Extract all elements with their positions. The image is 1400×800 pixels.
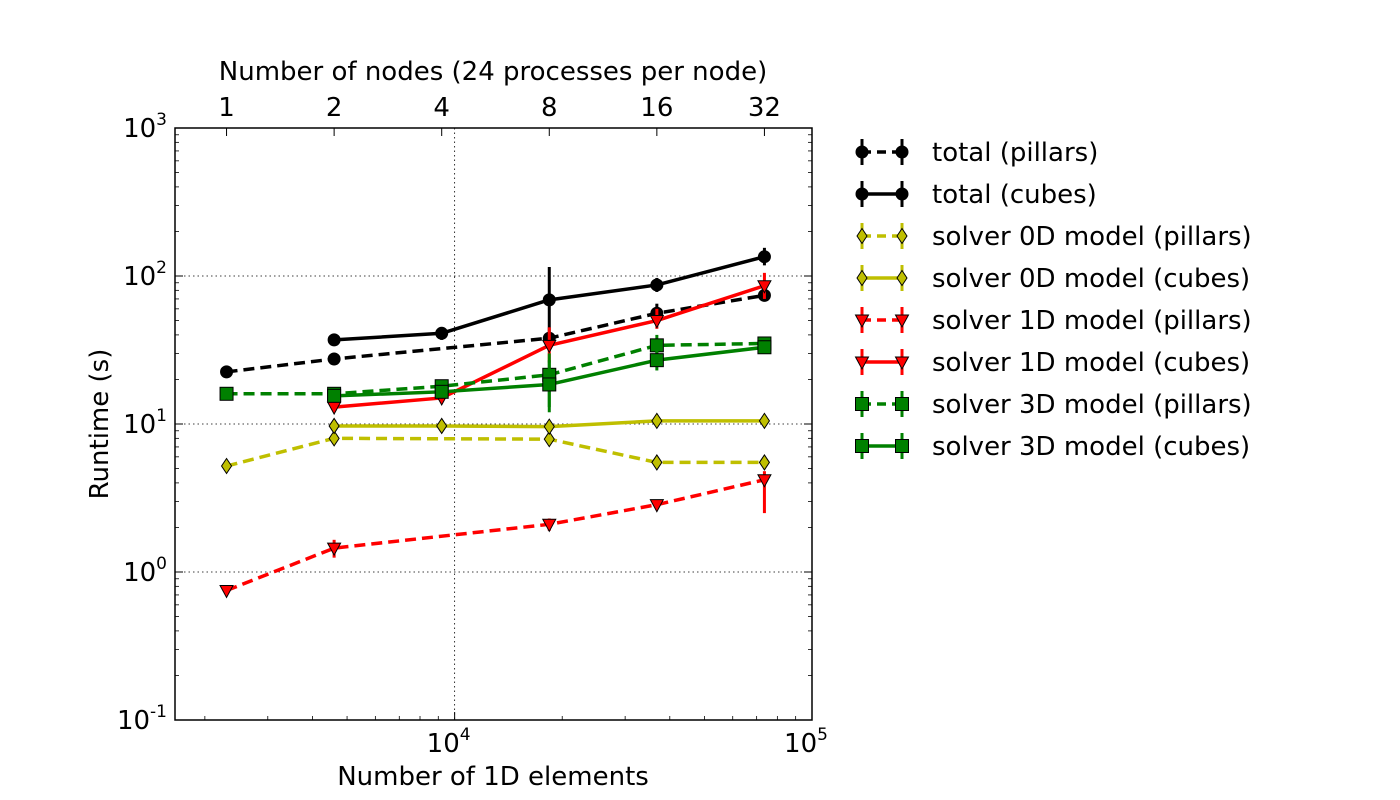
top-tick-label: 4 <box>433 93 450 123</box>
legend-marker <box>855 397 869 411</box>
legend-entry: solver 1D model (pillars) <box>854 306 1252 336</box>
data-point <box>219 584 234 599</box>
data-point <box>757 280 772 294</box>
grid-lines <box>175 128 812 720</box>
data-point <box>327 352 341 366</box>
legend: total (pillars) total (cubes) solver 0D mo… <box>854 138 1252 462</box>
series-line <box>226 293 765 374</box>
legend-marker <box>894 356 910 371</box>
top-tick-label: 1 <box>218 93 235 123</box>
y-tick-label: 103 <box>123 110 167 144</box>
legend-entry: solver 0D model (pillars) <box>856 222 1252 252</box>
legend-marker <box>855 187 869 201</box>
legend-marker <box>896 227 908 245</box>
series-solver-1d-model-pillars- <box>219 471 772 599</box>
legend-entry: solver 3D model (pillars) <box>855 390 1252 420</box>
data-point <box>326 542 342 557</box>
legend-label: solver 1D model (pillars) <box>932 306 1252 336</box>
data-point <box>649 353 664 368</box>
y-tick-label: 101 <box>123 406 167 440</box>
legend-marker <box>854 314 870 329</box>
data-point <box>436 417 448 435</box>
legend-marker <box>855 439 869 453</box>
legend-label: solver 3D model (pillars) <box>932 390 1252 420</box>
x-tick-label: 104 <box>427 725 471 759</box>
data-point <box>220 457 233 475</box>
data-point <box>542 377 557 392</box>
x-axis-label: Number of 1D elements <box>337 762 649 792</box>
data-point <box>543 430 555 448</box>
series-solver-3d-model-cubes- <box>327 340 772 413</box>
data-point <box>649 315 665 329</box>
data-point <box>541 518 557 533</box>
series-line <box>225 478 765 593</box>
legend-entry: solver 0D model (cubes) <box>856 264 1250 294</box>
data-point <box>650 278 664 292</box>
legend-marker <box>895 397 909 411</box>
legend-marker <box>856 269 868 287</box>
series-layer <box>219 247 772 599</box>
data-point <box>757 340 772 355</box>
legend-label: solver 0D model (pillars) <box>932 222 1252 252</box>
data-point <box>757 250 771 264</box>
data-point <box>328 429 340 447</box>
series-line <box>226 341 765 396</box>
legend-marker <box>895 439 909 453</box>
top-tick-label: 32 <box>748 93 781 123</box>
y-tick-label: 102 <box>123 258 167 292</box>
legend-marker <box>894 314 910 329</box>
data-point <box>758 412 771 430</box>
legend-label: total (pillars) <box>932 138 1098 168</box>
series-solver-0d-model-cubes- <box>328 412 771 436</box>
series-line <box>226 436 765 468</box>
data-point <box>757 474 772 488</box>
data-point <box>541 339 557 354</box>
legend-marker <box>895 187 909 201</box>
legend-marker <box>856 227 868 245</box>
legend-label: solver 1D model (cubes) <box>932 348 1250 378</box>
x-tick-label: 105 <box>784 725 828 759</box>
data-point <box>328 417 340 435</box>
data-point <box>651 454 663 471</box>
data-point <box>542 293 556 307</box>
legend-marker <box>895 145 909 159</box>
series-solver-0d-model-pillars- <box>220 429 771 475</box>
series-total-pillars- <box>220 288 771 379</box>
top-tick-label: 8 <box>541 93 558 123</box>
legend-marker <box>854 356 870 371</box>
legend-entry: total (cubes) <box>855 180 1097 210</box>
axis-ticks: 10-1 100 101 102 103 104 105 1 2 4 8 16 32 <box>117 93 828 759</box>
data-point <box>327 388 342 403</box>
legend-entry: total (pillars) <box>855 138 1098 168</box>
top-tick-label: 2 <box>326 93 343 123</box>
data-point <box>435 326 449 340</box>
data-point <box>758 454 771 471</box>
top-tick-label: 16 <box>640 93 673 123</box>
legend-label: solver 0D model (cubes) <box>932 264 1250 294</box>
data-point <box>219 386 234 401</box>
legend-label: total (cubes) <box>932 180 1097 210</box>
legend-entry: solver 3D model (cubes) <box>855 432 1250 462</box>
y-tick-label: 10-1 <box>117 702 167 736</box>
data-point <box>220 365 234 379</box>
legend-marker <box>896 269 908 287</box>
data-point <box>327 333 341 347</box>
data-point <box>651 412 663 430</box>
top-axis-label: Number of nodes (24 processes per node) <box>219 57 767 87</box>
series-total-cubes- <box>327 247 771 347</box>
y-tick-label: 100 <box>123 554 167 588</box>
data-point <box>434 384 449 399</box>
data-point <box>543 418 555 436</box>
legend-label: solver 3D model (cubes) <box>932 432 1250 462</box>
data-point <box>649 499 665 513</box>
legend-entry: solver 1D model (cubes) <box>854 348 1250 378</box>
y-axis-label: Runtime (s) <box>85 349 115 500</box>
legend-marker <box>855 145 869 159</box>
